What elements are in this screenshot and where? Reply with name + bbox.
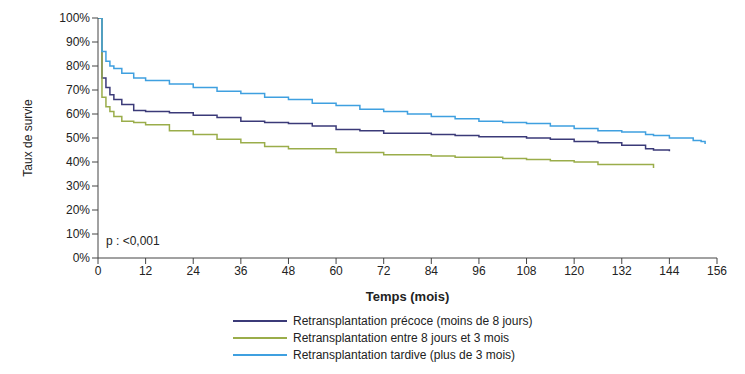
svg-text:60%: 60% bbox=[66, 107, 90, 121]
html-text:Retransplantation précoce (moi: Retransplantation précoce (moins de 8 jo… bbox=[293, 313, 533, 328]
svg-text:40%: 40% bbox=[66, 155, 90, 169]
svg-text:20%: 20% bbox=[66, 203, 90, 217]
svg-text:84: 84 bbox=[425, 264, 439, 278]
html-text:p : <0,001: p : <0,001 bbox=[106, 234, 160, 248]
svg-text:0%: 0% bbox=[73, 251, 91, 265]
svg-text:10%: 10% bbox=[66, 227, 90, 241]
svg-text:Temps (mois): Temps (mois) bbox=[366, 289, 450, 304]
html-text:Retransplantation entre 8 jour: Retransplantation entre 8 jours et 3 moi… bbox=[293, 330, 510, 345]
html-text:Retransplantation tardive (plu: Retransplantation tardive (plus de 3 moi… bbox=[293, 347, 516, 362]
svg-text:100%: 100% bbox=[59, 11, 90, 25]
svg-text:96: 96 bbox=[472, 264, 486, 278]
svg-text:0: 0 bbox=[95, 264, 102, 278]
svg-text:Taux de survie: Taux de survie bbox=[21, 99, 35, 177]
svg-text:24: 24 bbox=[187, 264, 201, 278]
svg-text:132: 132 bbox=[612, 264, 632, 278]
svg-text:60: 60 bbox=[329, 264, 343, 278]
svg-text:108: 108 bbox=[517, 264, 537, 278]
svg-text:72: 72 bbox=[377, 264, 391, 278]
svg-text:12: 12 bbox=[139, 264, 153, 278]
svg-text:50%: 50% bbox=[66, 131, 90, 145]
svg-text:120: 120 bbox=[564, 264, 584, 278]
svg-text:156: 156 bbox=[707, 264, 727, 278]
svg-text:70%: 70% bbox=[66, 83, 90, 97]
svg-text:30%: 30% bbox=[66, 179, 90, 193]
svg-text:144: 144 bbox=[659, 264, 679, 278]
svg-text:36: 36 bbox=[234, 264, 248, 278]
svg-text:48: 48 bbox=[282, 264, 296, 278]
svg-text:90%: 90% bbox=[66, 35, 90, 49]
svg-text:80%: 80% bbox=[66, 59, 90, 73]
